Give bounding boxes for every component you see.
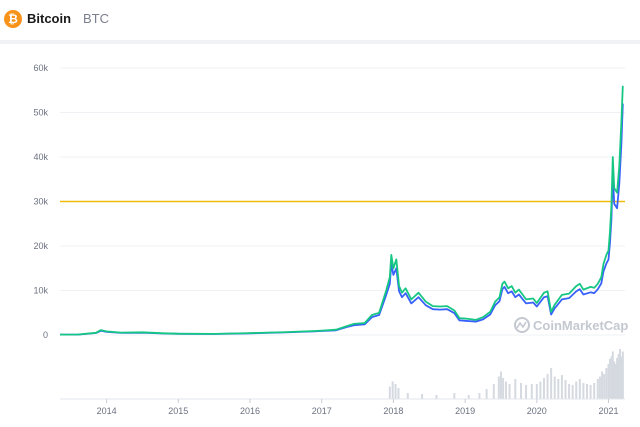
volume-bar xyxy=(467,395,470,399)
y-tick-label: 60k xyxy=(33,63,48,73)
volume-bar xyxy=(525,385,528,399)
x-tick-label: 2020 xyxy=(527,406,547,416)
volume-bar xyxy=(613,361,616,399)
coinmarketcap-logo-icon xyxy=(514,317,530,333)
volume-bar xyxy=(608,359,611,399)
volume-bar xyxy=(610,356,613,399)
volume-bar xyxy=(508,384,511,399)
y-tick-label: 50k xyxy=(33,108,48,118)
volume-bar xyxy=(618,349,621,399)
x-tick-label: 2021 xyxy=(598,406,618,416)
volume-bar xyxy=(560,375,563,399)
y-tick-label: 20k xyxy=(33,241,48,251)
y-tick-label: 10k xyxy=(33,286,48,296)
volume-bar xyxy=(478,393,481,399)
volume-bar xyxy=(514,379,517,399)
volume-bar xyxy=(535,384,538,399)
watermark: CoinMarketCap xyxy=(514,317,628,333)
y-tick-label: 0 xyxy=(43,330,48,340)
volume-bar xyxy=(520,383,523,399)
volume-bar xyxy=(601,371,604,399)
volume-bar xyxy=(546,374,549,399)
y-tick-label: 30k xyxy=(33,197,48,207)
x-tick-label: 2016 xyxy=(240,406,260,416)
y-axis-ticks: 0 10k 20k 30k 40k 50k 60k xyxy=(33,63,48,340)
volume-bar xyxy=(575,381,578,399)
volume-bar xyxy=(616,358,619,399)
volume-bar xyxy=(394,384,397,399)
volume-bar xyxy=(539,381,542,399)
volume-bar xyxy=(605,368,608,399)
coin-name: Bitcoin xyxy=(27,11,72,26)
volume-bar xyxy=(504,381,507,399)
volume-bar xyxy=(497,376,500,399)
volume-bar xyxy=(502,378,505,399)
volume-bar xyxy=(485,389,488,399)
volume-bar xyxy=(585,384,588,399)
volume-bar xyxy=(453,393,456,399)
volume-bar xyxy=(421,394,424,399)
volume-bar xyxy=(568,384,571,399)
coin-symbol: BTC xyxy=(83,11,109,26)
volume-bar xyxy=(582,383,585,399)
x-tick-label: 2014 xyxy=(97,406,117,416)
chart-card: 0 10k 20k 30k 40k 50k 60k 2014 2015 2016 2017 2018… xyxy=(0,44,640,427)
volume-bar xyxy=(542,378,545,399)
volume-bar xyxy=(598,376,601,399)
volume-bar xyxy=(553,376,556,399)
x-tick-label: 2019 xyxy=(455,406,475,416)
bitcoin-icon: ₿ xyxy=(4,10,22,28)
volume-bar xyxy=(614,364,617,399)
volume-bar xyxy=(499,371,502,399)
x-tick-label: 2017 xyxy=(312,406,332,416)
volume-bar xyxy=(435,395,438,399)
x-tick-label: 2018 xyxy=(383,406,403,416)
watermark-text: CoinMarketCap xyxy=(533,318,628,333)
price-chart[interactable]: 0 10k 20k 30k 40k 50k 60k 2014 2015 2016 2017 2018… xyxy=(0,44,640,427)
series-line-green xyxy=(59,85,624,336)
volume-bar xyxy=(621,351,624,399)
volume-bar xyxy=(617,354,620,399)
volume-bar xyxy=(578,379,581,399)
volume-bar xyxy=(391,381,394,399)
volume-bar xyxy=(603,374,606,399)
series-lines xyxy=(59,85,624,336)
volume-bar xyxy=(557,379,560,399)
x-axis-ticks: 2014 2015 2016 2017 2018 2019 2020 2021 xyxy=(60,398,625,416)
volume-bar xyxy=(620,356,623,399)
volume-bar xyxy=(406,393,409,399)
volume-bar xyxy=(611,351,614,399)
y-tick-label: 40k xyxy=(33,152,48,162)
volume-bar xyxy=(607,364,610,399)
volume-bar xyxy=(550,368,553,399)
x-tick-label: 2015 xyxy=(168,406,188,416)
volume-bar xyxy=(564,380,567,399)
volume-bar xyxy=(492,384,495,399)
volume-bar xyxy=(571,385,574,399)
volume-bar xyxy=(388,386,391,399)
volume-bar xyxy=(530,384,533,399)
volume-bar xyxy=(589,385,592,399)
volume-bar xyxy=(596,379,599,399)
volume-bar xyxy=(593,383,596,399)
volume-bars xyxy=(388,349,624,399)
volume-bar xyxy=(397,388,400,399)
coin-header: ₿ Bitcoin BTC xyxy=(0,0,640,40)
